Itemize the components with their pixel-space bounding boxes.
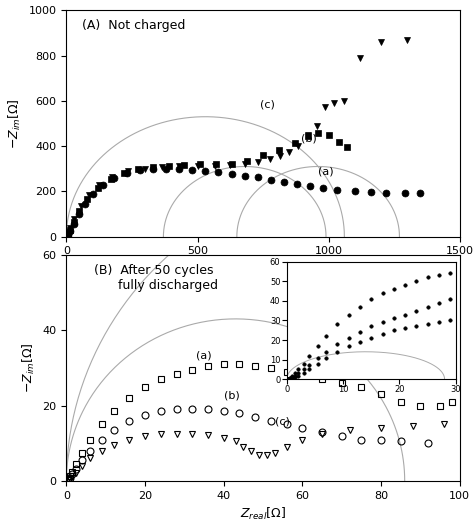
- Y-axis label: $-Z_{im}[\Omega]$: $-Z_{im}[\Omega]$: [7, 98, 23, 149]
- Text: (a): (a): [318, 166, 334, 176]
- Text: (a): (a): [196, 350, 212, 360]
- Text: (c): (c): [260, 100, 275, 110]
- Text: (B)  After 50 cycles
      fully discharged: (B) After 50 cycles fully discharged: [94, 264, 218, 292]
- X-axis label: $Z_{real}[\Omega]$: $Z_{real}[\Omega]$: [240, 262, 286, 278]
- Text: (b): (b): [224, 390, 239, 400]
- Text: (c): (c): [275, 417, 290, 426]
- Text: (b): (b): [301, 134, 317, 144]
- Y-axis label: $-Z_{im}[\Omega]$: $-Z_{im}[\Omega]$: [21, 343, 37, 393]
- Text: (A)  Not charged: (A) Not charged: [82, 19, 185, 32]
- X-axis label: $Z_{real}[\Omega]$: $Z_{real}[\Omega]$: [240, 506, 286, 520]
